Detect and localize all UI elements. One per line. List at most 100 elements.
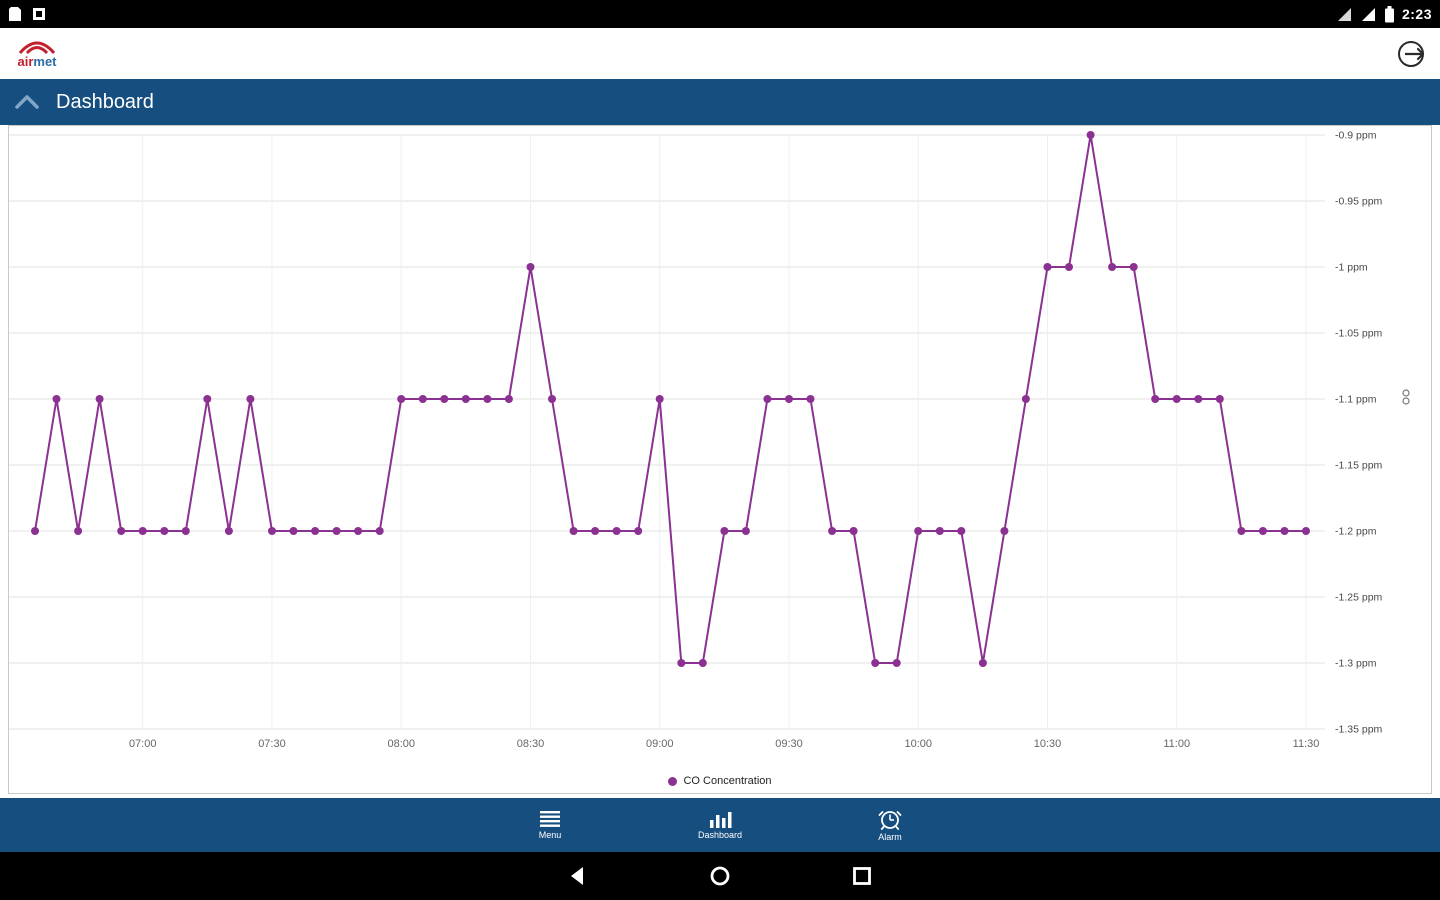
data-point[interactable]: [1108, 263, 1117, 271]
chart-legend: CO Concentration: [9, 775, 1431, 787]
y-axis-label: -1.25 ppm: [1335, 592, 1383, 604]
signal-icon: [1361, 8, 1375, 21]
data-point[interactable]: [181, 527, 190, 535]
data-point[interactable]: [935, 527, 944, 535]
tab-alarm[interactable]: Alarm: [849, 808, 931, 842]
data-point[interactable]: [268, 527, 276, 535]
data-point[interactable]: [1043, 263, 1052, 271]
data-point[interactable]: [461, 395, 470, 403]
data-point[interactable]: [655, 395, 664, 403]
data-point[interactable]: [117, 527, 126, 535]
data-point[interactable]: [375, 527, 384, 535]
data-point[interactable]: [1129, 263, 1138, 271]
y-axis-label: -1.35 ppm: [1335, 724, 1383, 736]
data-point[interactable]: [224, 527, 233, 535]
data-point[interactable]: [871, 659, 880, 667]
data-point[interactable]: [95, 395, 104, 403]
co-concentration-chart[interactable]: -0.9 ppm -0.95 ppm -1 ppm -1.05 ppm -1.1 ppm…: [9, 126, 1431, 793]
data-point[interactable]: [677, 659, 686, 667]
data-point[interactable]: [1086, 131, 1095, 139]
data-point[interactable]: [612, 527, 621, 535]
data-point[interactable]: [160, 527, 169, 535]
data-point[interactable]: [828, 527, 837, 535]
x-axis-label: 11:30: [1293, 738, 1320, 750]
data-point[interactable]: [74, 527, 83, 535]
bottom-nav-bar: Menu Dashboard Alarm: [0, 798, 1440, 852]
data-point[interactable]: [1215, 395, 1224, 403]
data-point[interactable]: [440, 395, 449, 403]
data-point[interactable]: [1302, 527, 1310, 535]
x-axis-label: 08:30: [517, 738, 545, 750]
logout-icon[interactable]: [1396, 38, 1428, 70]
co-concentration-line[interactable]: [34, 134, 1306, 664]
data-point[interactable]: [1280, 527, 1289, 535]
data-point[interactable]: [1021, 395, 1030, 403]
y-axis-label: -0.95 ppm: [1335, 196, 1383, 208]
alarm-icon: [878, 811, 902, 830]
back-button[interactable]: [567, 865, 589, 887]
battery-icon: [1384, 5, 1394, 22]
chevron-up-icon[interactable]: [14, 94, 40, 110]
data-point[interactable]: [504, 395, 513, 403]
data-point[interactable]: [1237, 527, 1246, 535]
data-point[interactable]: [548, 395, 556, 403]
data-point[interactable]: [289, 527, 298, 535]
app-header: airmet: [0, 28, 1440, 79]
airmet-logo: airmet: [12, 39, 62, 68]
home-button[interactable]: [709, 865, 731, 887]
legend-marker-icon: [668, 776, 678, 786]
data-point[interactable]: [785, 395, 793, 403]
data-point[interactable]: [52, 395, 61, 403]
logo-air: air: [17, 54, 34, 69]
data-point[interactable]: [31, 527, 39, 535]
data-point[interactable]: [569, 527, 578, 535]
logo-text: airmet: [17, 55, 56, 68]
status-right-icons: 2:23: [1336, 5, 1432, 23]
data-point[interactable]: [634, 527, 643, 535]
data-point[interactable]: [246, 395, 255, 403]
network-warning-icon: [1336, 8, 1351, 21]
x-axis-label: 09:00: [646, 738, 674, 750]
data-point[interactable]: [526, 263, 535, 271]
x-axis-label: 07:30: [258, 738, 286, 750]
data-point[interactable]: [914, 527, 923, 535]
tab-menu[interactable]: Menu: [509, 810, 591, 840]
data-point[interactable]: [203, 395, 212, 403]
data-point[interactable]: [354, 527, 363, 535]
status-left-icons: [8, 6, 46, 22]
data-point[interactable]: [892, 659, 901, 667]
data-point[interactable]: [591, 527, 600, 535]
data-point[interactable]: [741, 527, 750, 535]
data-point[interactable]: [763, 395, 772, 403]
dashboard-title-bar: Dashboard: [0, 79, 1440, 125]
data-point[interactable]: [849, 527, 858, 535]
status-bar: 2:23: [0, 0, 1440, 28]
data-point[interactable]: [698, 659, 707, 667]
tab-dashboard[interactable]: Dashboard: [679, 810, 761, 840]
data-point[interactable]: [720, 527, 729, 535]
data-point[interactable]: [397, 395, 406, 403]
data-point[interactable]: [1194, 395, 1203, 403]
tab-alarm-label: Alarm: [878, 832, 902, 842]
recents-button[interactable]: [851, 865, 873, 887]
data-point[interactable]: [1000, 527, 1009, 535]
data-point[interactable]: [1065, 263, 1073, 271]
data-point[interactable]: [332, 527, 341, 535]
y-axis-label: -1.1 ppm: [1335, 394, 1377, 406]
data-point[interactable]: [1258, 527, 1267, 535]
edge-indicator-icon: [1402, 389, 1410, 397]
y-axis-label: -1 ppm: [1335, 262, 1368, 274]
y-axis-label: -1.2 ppm: [1335, 526, 1377, 538]
data-point[interactable]: [483, 395, 492, 403]
data-point[interactable]: [418, 395, 427, 403]
data-point[interactable]: [311, 527, 320, 535]
data-point[interactable]: [957, 527, 966, 535]
data-point[interactable]: [806, 395, 815, 403]
system-nav-bar: [0, 852, 1440, 900]
data-point[interactable]: [138, 527, 147, 535]
data-point[interactable]: [978, 659, 987, 667]
dashboard-chart-icon: [710, 812, 732, 828]
data-point[interactable]: [1172, 395, 1181, 403]
data-point[interactable]: [1151, 395, 1160, 403]
chart-card: -0.9 ppm -0.95 ppm -1 ppm -1.05 ppm -1.1 ppm…: [8, 125, 1432, 794]
